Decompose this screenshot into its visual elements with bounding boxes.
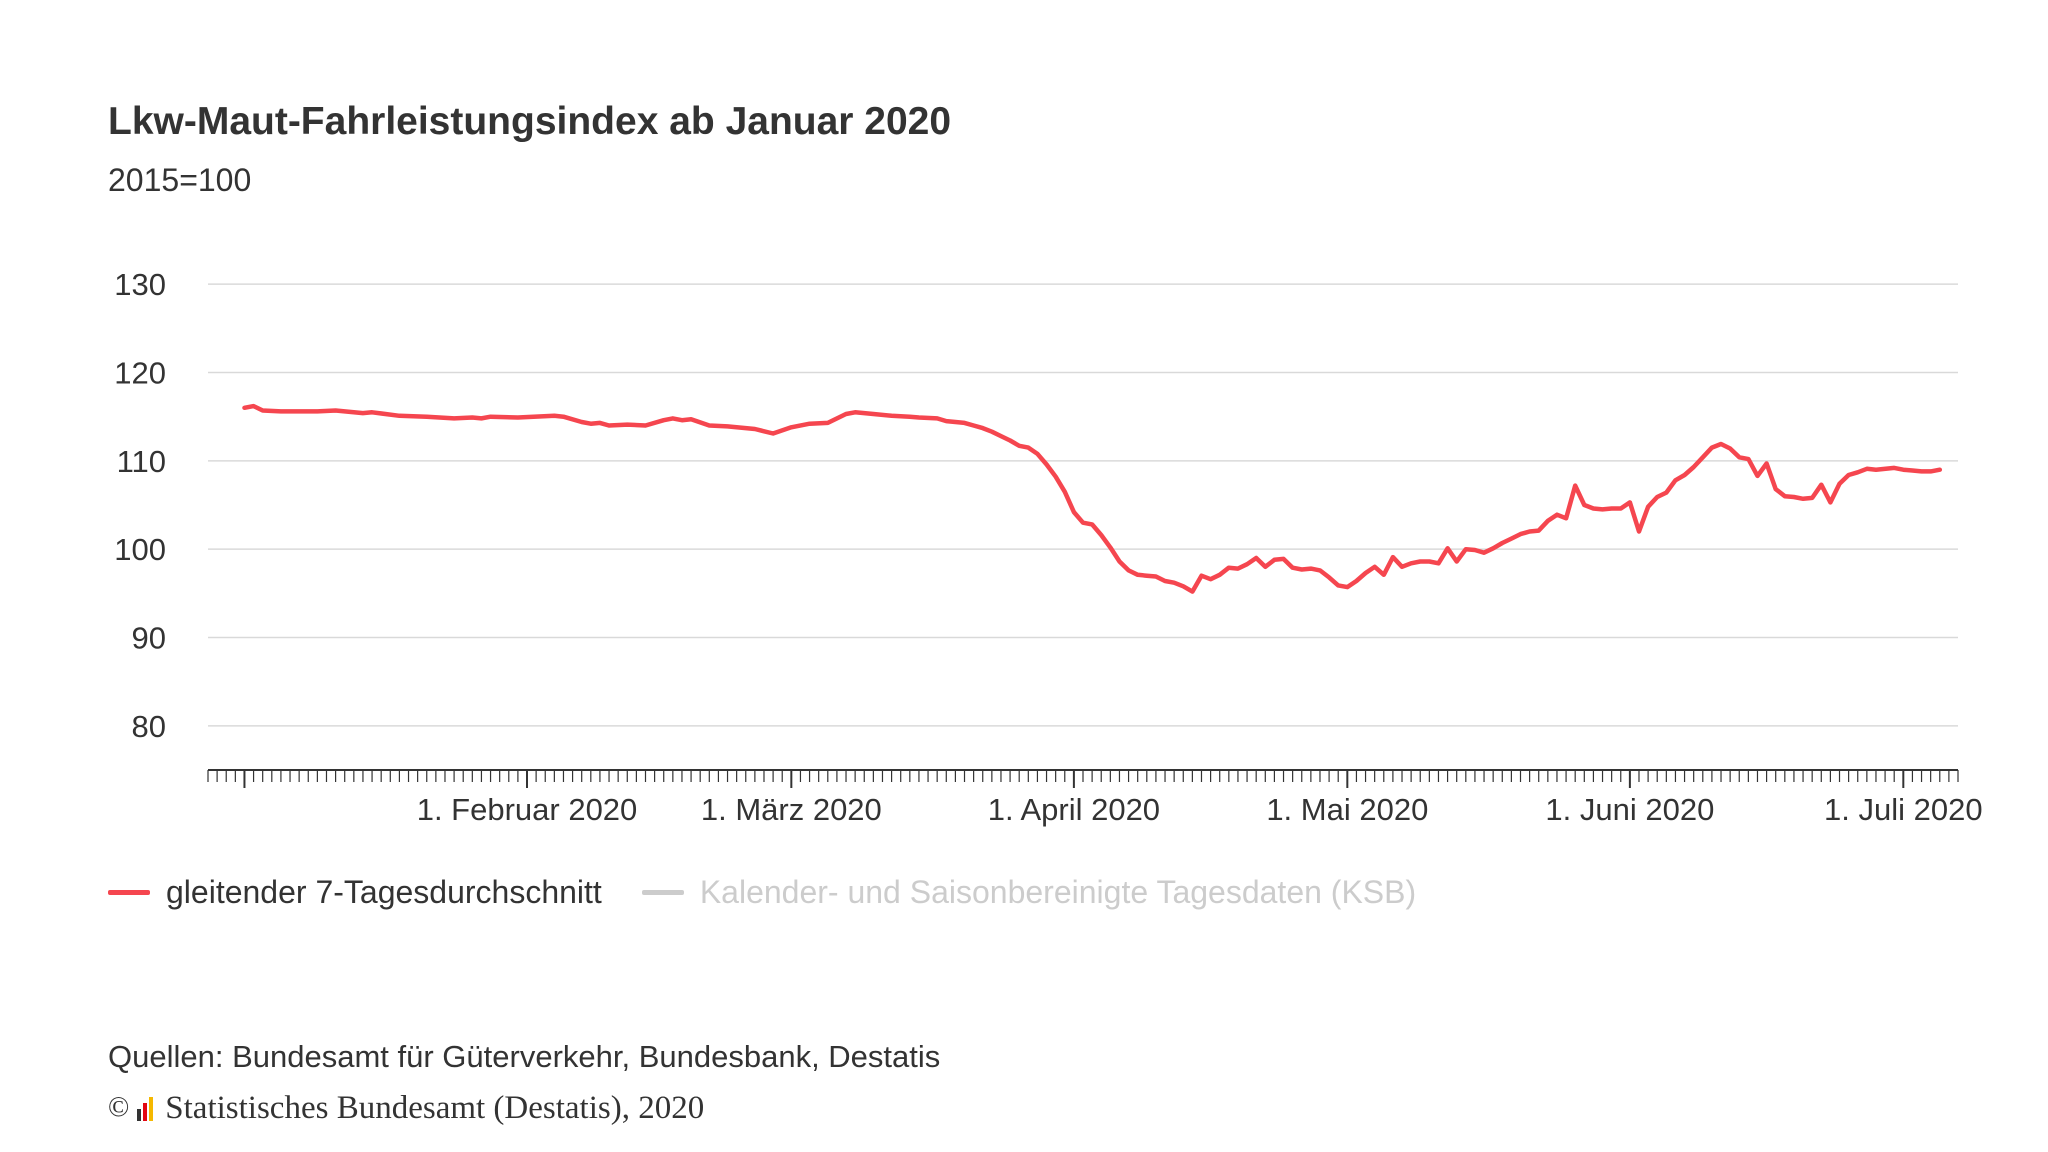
x-tick-label: 1. Juni 2020: [1545, 792, 1714, 827]
copyright-symbol: ©: [108, 1092, 130, 1123]
legend-swatch-ksb: [641, 889, 684, 895]
y-tick-label: 90: [132, 621, 166, 656]
y-tick-label: 80: [132, 709, 166, 744]
x-tick-label: 1. Mai 2020: [1266, 792, 1428, 827]
logo-bar: [137, 1109, 142, 1121]
logo-bar: [143, 1103, 148, 1121]
chart: 80 90 100 110 120 130 1. Februar 2020 1. März …: [114, 267, 1983, 827]
legend-item-ksb[interactable]: Kalender- und Saisonbereinigte Tagesdate…: [641, 872, 1417, 912]
legend-label-ksb: Kalender- und Saisonbereinigte Tagesdate…: [699, 874, 1417, 910]
x-tick-label: 1. März 2020: [701, 792, 882, 827]
x-tick-label: 1. Juli 2020: [1824, 792, 1983, 827]
x-tick-label: 1. Februar 2020: [417, 792, 638, 827]
legend-item-moving-average[interactable]: gleitender 7-Tagesdurchschnitt: [108, 872, 602, 912]
legend: gleitender 7-Tagesdurchschnitt Kalender-…: [108, 870, 1456, 914]
copyright-line: © Statistisches Bundesamt (Destatis), 20…: [108, 1088, 704, 1128]
chart-title: Lkw-Maut-Fahrleistungsindex ab Januar 20…: [108, 100, 952, 143]
y-axis-labels: 80 90 100 110 120 130: [114, 267, 166, 744]
series-line-0: [242, 403, 1943, 594]
grid-lines: [208, 283, 1958, 727]
x-axis: 1. Februar 2020 1. März 2020 1. April 2020…: [207, 769, 1983, 827]
legend-label-moving-average: gleitender 7-Tagesdurchschnitt: [166, 874, 602, 910]
copyright-text: Statistisches Bundesamt (Destatis), 2020: [165, 1090, 705, 1126]
y-tick-label: 120: [114, 356, 166, 391]
logo-bar: [149, 1097, 154, 1121]
y-tick-label: 100: [114, 532, 166, 567]
destatis-logo-icon: [137, 1095, 155, 1121]
x-tick-label: 1. April 2020: [988, 792, 1160, 827]
chart-subtitle: 2015=100: [108, 162, 252, 198]
plot-area: [242, 403, 1943, 594]
source-note: Quellen: Bundesamt für Güterverkehr, Bun…: [108, 1039, 941, 1074]
y-tick-label: 130: [114, 267, 166, 302]
legend-swatch-moving-average: [108, 889, 150, 895]
y-tick-label: 110: [117, 444, 166, 479]
